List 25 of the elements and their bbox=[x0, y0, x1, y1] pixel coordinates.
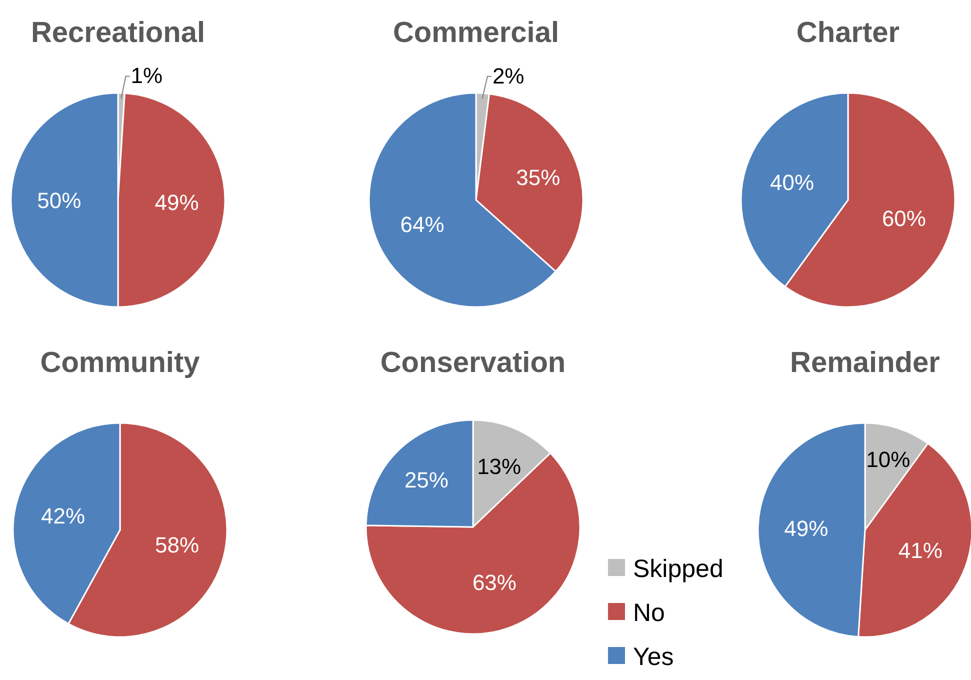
data-label: 63% bbox=[472, 570, 516, 595]
chart-title: Recreational bbox=[30, 17, 206, 49]
data-label: 58% bbox=[154, 532, 200, 558]
data-label: 25% bbox=[404, 468, 448, 493]
data-label: 64% bbox=[400, 212, 444, 237]
chart-title: Commercial bbox=[392, 17, 560, 49]
data-label: 40% bbox=[770, 170, 814, 195]
data-label: 49% bbox=[784, 516, 828, 542]
chart-title: Remainder bbox=[790, 347, 940, 379]
data-label: 50% bbox=[37, 188, 82, 213]
data-label: 2% bbox=[492, 63, 524, 88]
legend-label: No bbox=[633, 599, 665, 627]
data-label: 13% bbox=[477, 454, 522, 480]
data-label: 49% bbox=[154, 190, 199, 215]
legend-label: Skipped bbox=[633, 555, 724, 583]
chart-title: Conservation bbox=[380, 347, 566, 379]
data-label: 1% bbox=[130, 63, 163, 88]
data-label: 60% bbox=[882, 206, 926, 232]
data-label: 10% bbox=[866, 446, 910, 472]
legend-label: Yes bbox=[633, 643, 674, 671]
chart-title: Charter bbox=[796, 17, 900, 49]
data-label: 42% bbox=[40, 503, 86, 528]
data-label: 35% bbox=[516, 164, 560, 190]
data-label: 41% bbox=[898, 538, 942, 563]
chart-title: Community bbox=[40, 347, 200, 379]
